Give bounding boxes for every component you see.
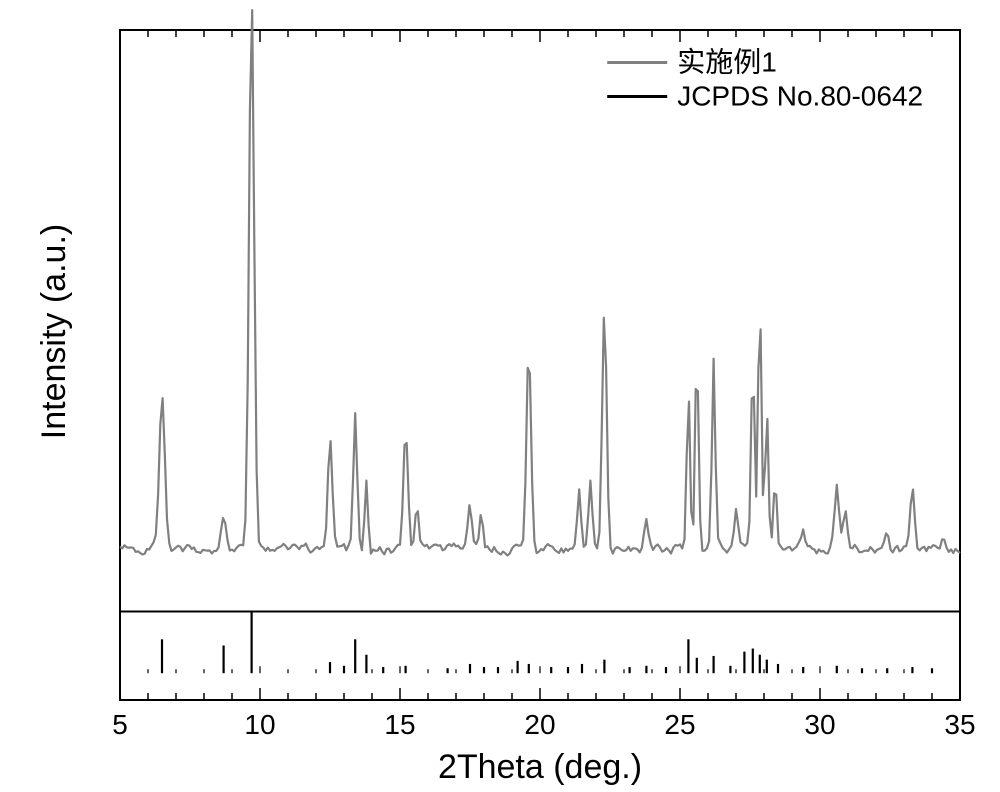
legend-label: 实施例1 [677,46,777,77]
x-axis-label: 2Theta (deg.) [438,748,642,786]
x-tick-label: 30 [804,709,835,740]
x-tick-label: 10 [244,709,275,740]
legend-label: JCPDS No.80-0642 [677,80,923,111]
chart-background [0,0,1000,792]
y-axis-label: Intensity (a.u.) [35,224,73,439]
x-tick-label: 25 [664,709,695,740]
x-tick-label: 5 [112,709,128,740]
x-tick-label: 35 [944,709,975,740]
x-tick-label: 20 [524,709,555,740]
x-tick-label: 15 [384,709,415,740]
